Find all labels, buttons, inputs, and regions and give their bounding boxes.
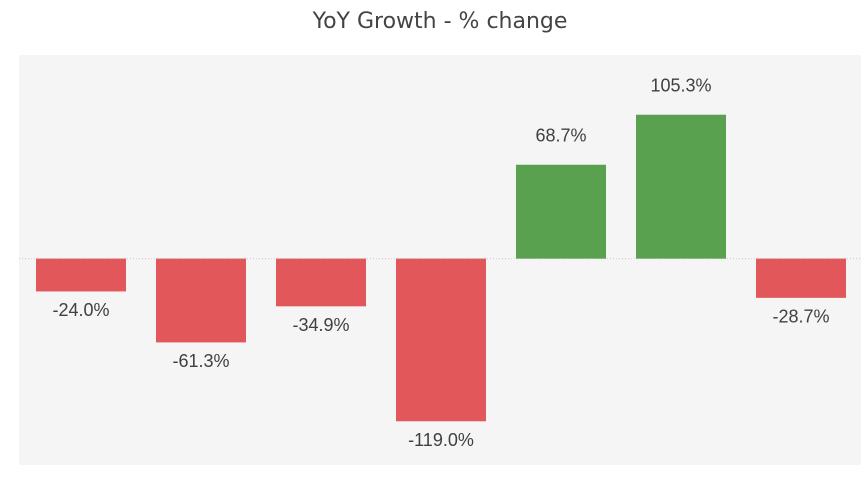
bar: [156, 258, 246, 343]
data-label: -28.7%: [772, 307, 829, 327]
data-label: 105.3%: [650, 75, 711, 95]
bar: [636, 114, 726, 259]
data-label: 68.7%: [535, 125, 586, 145]
bar: [36, 258, 126, 292]
bar: [756, 258, 846, 298]
bar: [516, 164, 606, 259]
data-label: -119.0%: [408, 430, 474, 450]
chart-title: YoY Growth - % change: [312, 9, 568, 34]
bar: [276, 258, 366, 307]
data-label: -34.9%: [292, 315, 349, 335]
data-label: -61.3%: [172, 351, 229, 371]
data-label: -24.0%: [52, 300, 109, 320]
bar: [396, 258, 486, 422]
